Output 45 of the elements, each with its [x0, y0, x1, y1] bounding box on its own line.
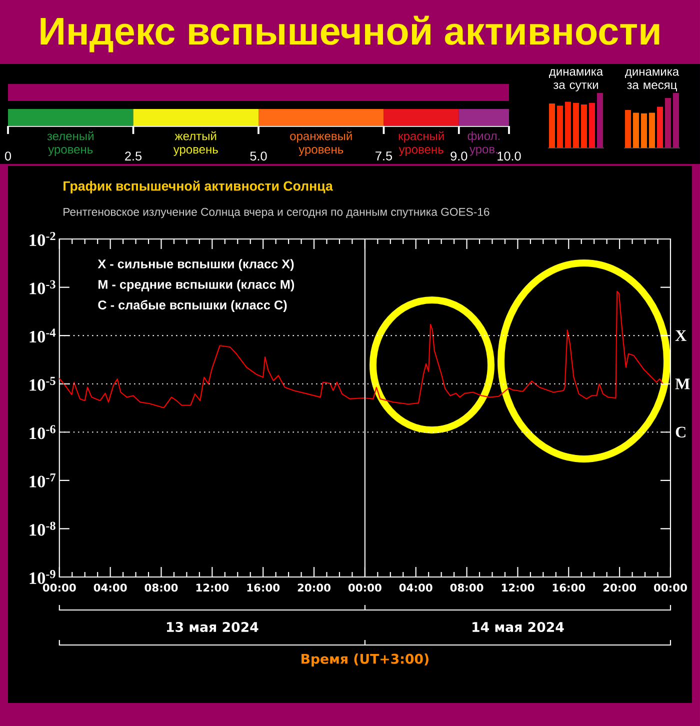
series-label: оранжевый уровень	[290, 131, 352, 156]
y-tick-label: 10$^{-7}$	[30, 473, 56, 488]
x-tick-label: 7.5	[376, 152, 392, 160]
y-tick-label: 10$^{-3}$	[30, 280, 56, 294]
x-tick-label: 08:00	[450, 584, 484, 592]
annotation: X - сильные вспышки (класс X)	[98, 259, 294, 271]
x-axis-title: Время (UT+3:00)	[302, 654, 428, 666]
y-tick-label: 10$^{-8}$	[30, 522, 56, 536]
series-label: желтый уровень	[173, 131, 218, 156]
chart-title: График вспышечной активности Солнца	[64, 180, 333, 194]
x-tick-label: 20:00	[298, 584, 330, 592]
x-tick-label: 16:00	[247, 584, 280, 592]
y-tick-label: 10$^{-5}$	[30, 376, 56, 391]
text: 14 мая 2024	[472, 622, 564, 632]
x-tick-label: 20:00	[603, 584, 636, 592]
x-tick-label: 08:00	[144, 584, 178, 592]
ref-line-label: C	[676, 426, 686, 438]
chart-title: динамика за месяц	[625, 69, 680, 92]
series-label: красный уровень	[398, 131, 444, 156]
y-tick-label: 10$^{-4}$	[30, 328, 56, 343]
x-tick-label: 0	[4, 152, 12, 161]
chart-subtitle: Рентгеновское излучение Солнца вчера и сегодня по данным спутника GOES-16	[64, 208, 490, 218]
annotation: C - слабые вспышки (класс C)	[98, 300, 287, 312]
x-tick-label: 00:00	[42, 584, 76, 592]
x-tick-label: 04:00	[94, 584, 127, 592]
text: 13 мая 2024	[166, 622, 258, 632]
series-label: зеленый уровень	[47, 131, 94, 156]
x-tick-label: 16:00	[552, 584, 586, 592]
x-tick-label: 5.0	[250, 152, 267, 161]
x-tick-label: 12:00	[502, 584, 534, 592]
x-tick-label: 04:00	[399, 584, 432, 592]
y-tick-label: 10$^{-2}$	[30, 232, 56, 246]
x-tick-label: 10.0	[498, 152, 521, 161]
x-tick-label: 12:00	[196, 584, 229, 592]
x-tick-label: 00:00	[654, 584, 687, 592]
y-tick-label: 10$^{-9}$	[30, 570, 56, 584]
chart-title: динамика за сутки	[549, 69, 604, 92]
chart-title: Индекс вспышечной активности	[40, 16, 660, 52]
x-tick-label: 2.5	[125, 152, 142, 161]
x-tick-label: 9.0	[450, 152, 468, 161]
ref-line-label: X	[675, 330, 686, 341]
ref-line-label: M	[675, 378, 690, 390]
x-tick-label: 00:00	[348, 584, 382, 592]
y-tick-label: 10$^{-6}$	[30, 425, 56, 440]
annotation: M - средние вспышки (класс M)	[98, 280, 294, 292]
